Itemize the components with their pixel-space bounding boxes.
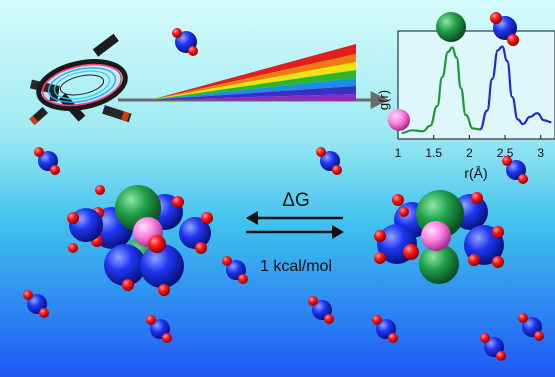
hydrogen-atom — [146, 315, 156, 325]
green-ligand-atom — [436, 12, 466, 42]
magenta-ion-atom — [388, 109, 410, 131]
synchrotron-ring-illustration — [29, 33, 389, 125]
chart-x-tick-label: 1 — [395, 146, 402, 160]
hydrogen-atom — [518, 313, 528, 323]
hydrogen-atom — [316, 147, 326, 157]
hydrogen-atom — [34, 147, 44, 157]
hydrogen-atom — [388, 333, 398, 343]
gr-curve-blue — [479, 45, 552, 131]
water-molecule — [518, 313, 544, 341]
water-molecule — [316, 147, 342, 175]
rainbow-beam — [150, 44, 356, 101]
ion-cluster-right — [374, 190, 504, 284]
water-molecule — [23, 290, 49, 318]
water-molecule — [172, 28, 198, 56]
chart-x-tick-label: 2.5 — [497, 146, 514, 160]
water-molecule — [222, 256, 248, 284]
hydrogen-atom — [172, 28, 182, 38]
hydrogen-atom — [502, 156, 512, 166]
chart-x-label: r(Å) — [464, 165, 487, 181]
hydrogen-atom — [222, 256, 232, 266]
hydrogen-atom — [496, 351, 506, 361]
water-molecule — [502, 156, 528, 184]
equilibrium-arrows — [246, 211, 344, 239]
energy-value-label: 1 kcal/mol — [260, 258, 332, 275]
chart-plot-area — [397, 30, 555, 140]
water-molecule — [146, 315, 172, 343]
chart-x-tick-label: 1.5 — [425, 146, 442, 160]
hydrogen-atom — [238, 274, 248, 284]
chart-y-label: g(r) — [376, 90, 391, 110]
hydrogen-atom — [534, 331, 544, 341]
hydrogen-atom — [480, 333, 490, 343]
hydrogen-atom — [308, 296, 318, 306]
hydrogen-atom — [518, 174, 528, 184]
chart-x-tick-label: 2 — [466, 146, 473, 160]
ion-cluster-left — [67, 185, 213, 296]
hydrogen-atom — [23, 290, 33, 300]
hydrogen-atom — [39, 308, 49, 318]
water-molecule — [308, 296, 334, 324]
hydrogen-atom — [188, 46, 198, 56]
delta-g-label: ΔG — [282, 190, 309, 211]
water-molecule — [490, 12, 519, 46]
hydrogen-atom — [324, 314, 334, 324]
water-molecule — [372, 315, 398, 343]
chart-x-tick-label: 3 — [537, 146, 544, 160]
hydrogen-atom — [372, 315, 382, 325]
water-molecule — [34, 147, 60, 175]
gr-curve-green — [401, 46, 481, 135]
hydrogen-atom — [332, 165, 342, 175]
hydrogen-atom — [162, 333, 172, 343]
water-molecule — [480, 333, 506, 361]
gr-chart: 1 1.5 2 2.5 3 g(r) r(Å) — [376, 12, 555, 181]
hydrogen-atom — [50, 165, 60, 175]
